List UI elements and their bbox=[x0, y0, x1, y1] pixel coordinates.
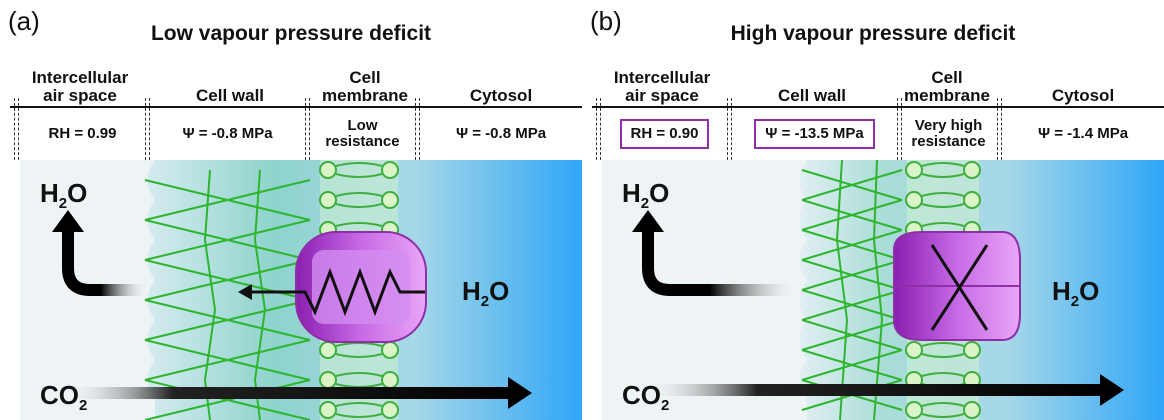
co2-label: CO2 bbox=[622, 380, 670, 415]
co2-label: CO2 bbox=[40, 380, 88, 415]
column-header-cytosol: Cytosol bbox=[469, 86, 533, 105]
column-divider bbox=[997, 98, 1002, 160]
transpiration-arrow bbox=[642, 228, 802, 296]
panel-label: (a) bbox=[8, 6, 40, 36]
value-membrane-resistance: Low resistance bbox=[325, 117, 400, 150]
column-divider bbox=[415, 98, 420, 160]
h2o-label-cytosol: H2O bbox=[1052, 276, 1100, 311]
column-divider bbox=[727, 98, 732, 160]
value-membrane-resistance: Very high resistance bbox=[911, 117, 986, 150]
panel-title: Low vapour pressure deficit bbox=[150, 22, 432, 45]
column-divider bbox=[14, 98, 19, 160]
h2o-label-air: H2O bbox=[40, 178, 88, 213]
co2-arrowhead bbox=[1100, 374, 1124, 406]
co2-arrowhead bbox=[508, 377, 532, 409]
column-header-cytosol: Cytosol bbox=[1051, 86, 1115, 105]
panel-a: (a) Low vapour pressure deficit Intercel… bbox=[8, 6, 582, 420]
column-divider bbox=[145, 98, 150, 160]
value-psi-cytosol: Ψ = -0.8 MPa bbox=[455, 125, 547, 142]
panel-label: (b) bbox=[590, 6, 622, 36]
blocked-cross bbox=[930, 244, 989, 331]
cell-membrane bbox=[905, 160, 981, 420]
column-header-cell-wall: Cell wall bbox=[777, 86, 847, 105]
aquaporin-channel-blocked bbox=[893, 231, 1021, 341]
column-header-air-space: Intercellular air space bbox=[31, 68, 129, 105]
column-header-cell-wall: Cell wall bbox=[195, 86, 265, 105]
column-divider bbox=[897, 98, 902, 160]
water-flow-arrowhead bbox=[238, 284, 252, 300]
header-rule bbox=[592, 106, 1164, 108]
header-rule bbox=[10, 106, 582, 108]
leaf-cell-scene-b bbox=[602, 160, 1164, 420]
panel-title: High vapour pressure deficit bbox=[730, 22, 1016, 45]
column-divider bbox=[305, 98, 310, 160]
co2-arrow bbox=[642, 384, 1102, 396]
leaf-cell-scene-a bbox=[20, 160, 582, 420]
h2o-label-cytosol: H2O bbox=[462, 276, 510, 311]
transpiration-arrowhead bbox=[632, 210, 664, 232]
column-header-air-space: Intercellular air space bbox=[613, 68, 711, 105]
resistor-path bbox=[270, 267, 425, 317]
column-divider bbox=[596, 98, 601, 160]
value-rh: RH = 0.90 bbox=[619, 119, 710, 149]
value-rh: RH = 0.99 bbox=[48, 125, 117, 142]
column-header-cell-membrane: Cell membrane bbox=[904, 68, 990, 105]
value-psi-wall: Ψ = -0.8 MPa bbox=[182, 125, 273, 142]
value-psi-wall: Ψ = -13.5 MPa bbox=[754, 119, 875, 149]
value-psi-cytosol: Ψ = -1.4 MPa bbox=[1037, 125, 1129, 142]
transpiration-arrowhead bbox=[52, 210, 84, 232]
co2-arrow bbox=[60, 387, 510, 399]
panel-b: (b) High vapour pressure deficit Interce… bbox=[582, 0, 1164, 420]
aquaporin-channel-open bbox=[295, 231, 427, 343]
column-header-cell-membrane: Cell membrane bbox=[322, 68, 408, 105]
h2o-label-air: H2O bbox=[622, 178, 670, 213]
transpiration-arrow bbox=[62, 228, 150, 296]
